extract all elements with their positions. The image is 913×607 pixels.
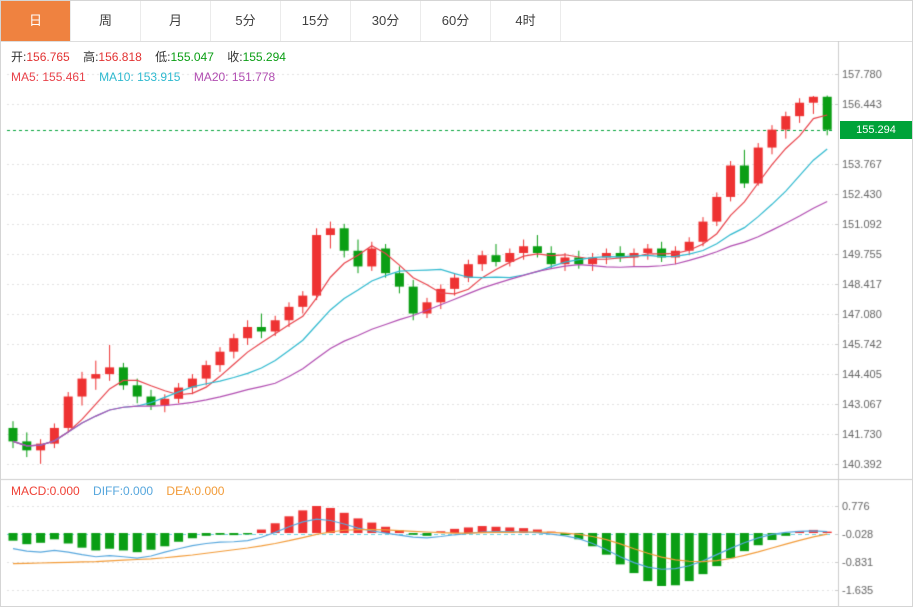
tab-60min[interactable]: 60分 xyxy=(421,1,491,41)
tab-week[interactable]: 周 xyxy=(71,1,141,41)
tab-4hour[interactable]: 4时 xyxy=(491,1,561,41)
tab-15min[interactable]: 15分 xyxy=(281,1,351,41)
chart-canvas[interactable] xyxy=(1,41,912,606)
tab-30min[interactable]: 30分 xyxy=(351,1,421,41)
tab-5min[interactable]: 5分 xyxy=(211,1,281,41)
current-price-badge: 155.294 xyxy=(840,121,912,139)
period-tabbar: 日 周 月 5分 15分 30分 60分 4时 xyxy=(1,1,912,42)
tab-day[interactable]: 日 xyxy=(1,1,71,41)
tab-month[interactable]: 月 xyxy=(141,1,211,41)
